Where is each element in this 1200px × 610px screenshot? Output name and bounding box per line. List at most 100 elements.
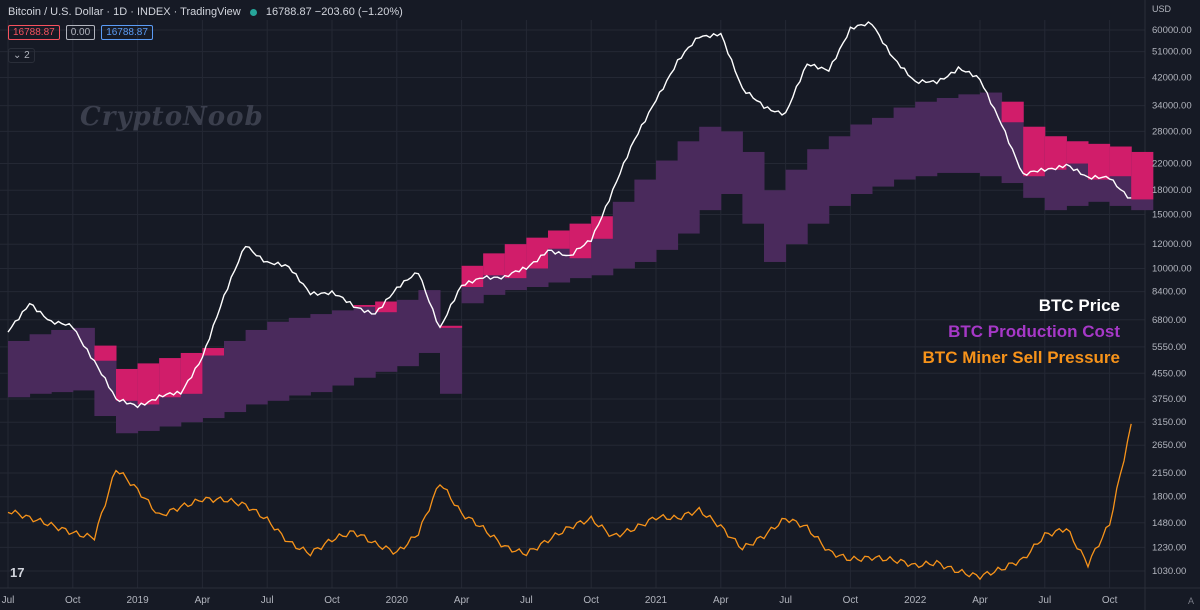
cost-above-price-segment (483, 253, 506, 276)
indicator-count: 2 (24, 50, 30, 61)
cost-above-price-segment (591, 216, 614, 239)
y-tick-label: 1480.00 (1152, 518, 1186, 529)
miner-sell-pressure-line (7, 423, 1132, 581)
cost-band-segment (29, 334, 52, 394)
cost-band-segment (612, 201, 635, 269)
y-tick-label: 12000.00 (1152, 239, 1192, 250)
x-tick-label: Jul (261, 595, 274, 606)
x-tick-label: Apr (713, 595, 729, 606)
cost-band-segment (353, 304, 376, 378)
y-tick-label: 4550.00 (1152, 368, 1186, 379)
cost-above-price-segment (1066, 141, 1089, 164)
cost-above-price-segment (1001, 101, 1024, 123)
cost-band-segment (440, 325, 463, 394)
btc-price-line (7, 21, 1132, 409)
cost-above-price-segment (353, 304, 376, 307)
cost-band-segment (936, 97, 959, 173)
cost-band-segment (396, 299, 419, 367)
y-tick-label: 3150.00 (1152, 417, 1186, 428)
auto-scale-button[interactable]: A (1187, 596, 1194, 606)
cost-band-segment (51, 329, 74, 393)
cost-above-price-segment (1109, 146, 1132, 177)
tradingview-logo-icon[interactable]: 17 (10, 565, 25, 580)
x-tick-label: Apr (454, 595, 470, 606)
watermark: CryptoNoob (80, 102, 264, 132)
cost-above-price-segment (94, 345, 117, 361)
cost-band-segment (94, 345, 117, 417)
cost-band-segment (375, 301, 398, 372)
cost-band-segment (850, 124, 873, 194)
price-tags: 16788.87 0.00 16788.87 (8, 25, 153, 40)
cost-band-segment (720, 131, 743, 194)
cost-above-price-segment (1023, 126, 1046, 177)
y-tick-label: 1030.00 (1152, 566, 1186, 577)
cost-band-segment (656, 160, 679, 250)
cost-above-price-segment (1044, 136, 1067, 170)
cost-band-segment (785, 169, 808, 245)
cost-above-price-segment (375, 301, 398, 313)
bid-tag[interactable]: 16788.87 (8, 25, 60, 40)
ask-tag[interactable]: 16788.87 (101, 25, 153, 40)
cost-band-segment (807, 149, 830, 224)
y-tick-label: 1800.00 (1152, 492, 1186, 503)
cost-above-price-segment (202, 348, 225, 356)
cost-band-segment (872, 117, 895, 187)
production-cost-band (8, 92, 1154, 434)
chart-header: Bitcoin / U.S. Dollar · 1D · INDEX · Tra… (8, 6, 403, 18)
x-tick-label: Oct (583, 595, 599, 606)
legend-price-label: BTC Price (1038, 296, 1120, 315)
cost-above-price-segment (116, 368, 139, 401)
y-tick-label: 18000.00 (1152, 185, 1192, 196)
x-tick-label: Oct (324, 595, 340, 606)
cost-band-segment (764, 190, 787, 262)
indicators-collapse-button[interactable]: ⌄ 2 (8, 48, 35, 63)
y-tick-label: 60000.00 (1152, 25, 1192, 36)
symbol-title[interactable]: Bitcoin / U.S. Dollar · 1D · INDEX · Tra… (8, 6, 241, 18)
cost-band-segment (893, 107, 916, 180)
cost-band-segment (418, 290, 441, 353)
cost-above-price-segment (548, 230, 571, 249)
cost-band-segment (915, 101, 938, 177)
cost-band-segment (202, 348, 225, 419)
legend-sell-pressure: BTC Miner Sell Pressure (923, 348, 1120, 368)
x-tick-label: Oct (1102, 595, 1118, 606)
cost-band-segment (288, 317, 311, 396)
cost-band-segment (742, 151, 765, 224)
price-change: −203.60 (−1.20%) (314, 6, 403, 18)
y-tick-label: 1230.00 (1152, 542, 1186, 553)
x-tick-label: Jul (2, 595, 15, 606)
x-tick-label: Apr (195, 595, 211, 606)
cost-band-segment (699, 126, 722, 211)
x-tick-label: Jul (779, 595, 792, 606)
y-tick-label: 2650.00 (1152, 440, 1186, 451)
cost-band-segment (310, 314, 333, 393)
x-tick-label: Oct (65, 595, 81, 606)
chevron-down-icon: ⌄ (13, 50, 25, 61)
legend-production-cost: BTC Production Cost (948, 322, 1120, 342)
x-tick-label: Jul (1038, 595, 1051, 606)
series-lines (7, 21, 1132, 581)
y-tick-label: 8400.00 (1152, 287, 1186, 298)
cost-band-segment (828, 136, 851, 206)
legend-price: BTC Price (1039, 296, 1120, 316)
y-tick-label: 5550.00 (1152, 342, 1186, 353)
cost-band-segment (8, 340, 31, 398)
cost-band-segment (224, 340, 247, 413)
x-tick-label: 2020 (386, 595, 409, 606)
x-axis[interactable]: Jul Oct 2019 Apr Jul Oct 2020 Apr Jul Oct 2021 Apr J… (2, 595, 1118, 606)
cost-band-segment (677, 141, 700, 234)
y-axis[interactable]: USD 60000.00 51000.00 42000.00 34000.00 28000… (1152, 4, 1192, 577)
y-tick-label: 28000.00 (1152, 126, 1192, 137)
market-status-icon (249, 8, 257, 16)
x-tick-label: Jul (520, 595, 533, 606)
cost-band-segment (245, 329, 268, 405)
cost-above-price-segment (137, 363, 160, 405)
cost-band-segment (634, 179, 657, 262)
y-tick-label: 6800.00 (1152, 315, 1186, 326)
cost-band-segment (958, 94, 981, 173)
x-tick-label: 2022 (904, 595, 927, 606)
y-tick-label: 10000.00 (1152, 263, 1192, 274)
x-tick-label: Oct (843, 595, 859, 606)
